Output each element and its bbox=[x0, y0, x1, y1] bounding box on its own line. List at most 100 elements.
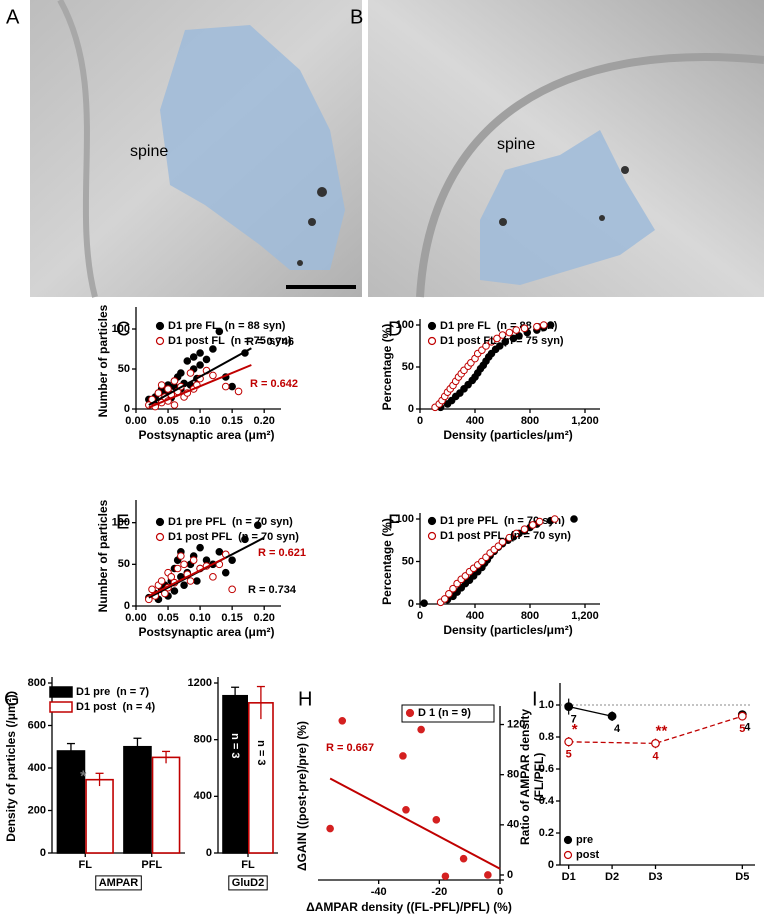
group-box bbox=[228, 875, 268, 891]
y-tick-label: 0 bbox=[206, 847, 212, 859]
point bbox=[209, 371, 217, 380]
point bbox=[148, 585, 156, 594]
point bbox=[445, 590, 453, 598]
y-tick-label: 0.4 bbox=[539, 795, 555, 807]
x-tick-label: 1,200 bbox=[571, 610, 599, 622]
point bbox=[651, 739, 660, 748]
point bbox=[539, 321, 548, 329]
legend-label: D1 pre (n = 7) bbox=[76, 686, 149, 698]
fit-label: R = 0.734 bbox=[248, 584, 297, 596]
point bbox=[193, 577, 201, 585]
membrane bbox=[416, 53, 764, 298]
panel-label: H bbox=[298, 688, 312, 710]
fit-line bbox=[329, 777, 501, 870]
x-tick-label: 0 bbox=[497, 886, 503, 898]
x-tick-label: 0.15 bbox=[221, 415, 242, 427]
legend-marker bbox=[427, 336, 437, 346]
y-tick-label: 120 bbox=[507, 718, 525, 730]
y-axis-title: Number of particles bbox=[96, 499, 110, 612]
point bbox=[177, 552, 185, 560]
fit-label: R = 0.621 bbox=[258, 547, 306, 559]
y-tick-label: 0 bbox=[408, 598, 414, 610]
group-label: GluD2 bbox=[232, 877, 264, 889]
fit-label: R = 0.667 bbox=[326, 742, 374, 754]
significance: ** bbox=[656, 722, 668, 739]
legend-label: post bbox=[576, 849, 600, 861]
point bbox=[180, 581, 188, 589]
y-tick-label: 400 bbox=[28, 762, 46, 774]
y-tick-label: 50 bbox=[118, 558, 130, 570]
panel-label: B bbox=[350, 6, 363, 28]
legend-label: D1 post PFL (n = 70 syn) bbox=[168, 531, 299, 543]
point bbox=[338, 716, 347, 725]
point bbox=[215, 548, 224, 556]
panel-label: I bbox=[532, 688, 538, 710]
y-tick-label: 0.8 bbox=[539, 731, 554, 743]
n-label: 5 bbox=[739, 723, 745, 735]
x-axis-title: Density (particles/μm²) bbox=[443, 623, 572, 637]
y-tick-label: 0 bbox=[124, 600, 130, 612]
point bbox=[512, 529, 521, 538]
legend-label: D1 pre FL (n = 88 syn) bbox=[168, 320, 286, 332]
point bbox=[209, 573, 217, 581]
n-label: 4 bbox=[744, 722, 751, 734]
legend-label: D1 pre PFL (n = 70 syn) bbox=[168, 516, 293, 528]
y-tick-label: 50 bbox=[402, 555, 414, 567]
bar bbox=[151, 756, 181, 854]
group-box bbox=[95, 875, 142, 891]
n-label: n = 3 bbox=[255, 740, 267, 765]
point bbox=[528, 521, 537, 529]
y-tick-label: 400 bbox=[194, 790, 212, 802]
point bbox=[183, 357, 192, 365]
y-tick-label: 100 bbox=[112, 323, 130, 335]
n-label: 5 bbox=[566, 749, 572, 761]
legend-label: D1 post FL (n = 75 syn) bbox=[440, 335, 564, 347]
y-tick-label: 0 bbox=[548, 859, 554, 871]
point bbox=[449, 584, 457, 593]
point bbox=[196, 543, 204, 552]
legend-marker bbox=[155, 532, 165, 542]
y-axis-title: Number of particles bbox=[96, 304, 110, 417]
panel-label: A bbox=[6, 6, 20, 28]
point bbox=[170, 401, 179, 409]
x-tick-label: FL bbox=[79, 859, 93, 871]
y-tick-label: 0.2 bbox=[539, 827, 554, 839]
significance: * bbox=[80, 769, 87, 786]
y-tick-label: 50 bbox=[118, 363, 130, 375]
legend-marker bbox=[155, 517, 165, 527]
x-tick-label: 0.05 bbox=[157, 415, 178, 427]
point bbox=[501, 338, 510, 346]
point bbox=[170, 587, 179, 595]
x-tick-label: 0.00 bbox=[125, 415, 146, 427]
point bbox=[484, 871, 492, 879]
legend-label: D1 pre PFL (n = 70 syn) bbox=[440, 515, 565, 527]
x-tick-label: 0.00 bbox=[125, 612, 146, 624]
point bbox=[228, 585, 236, 594]
point bbox=[498, 331, 507, 339]
point bbox=[164, 385, 172, 393]
legend-marker bbox=[427, 321, 437, 331]
point bbox=[482, 342, 490, 350]
y-tick-label: 200 bbox=[28, 804, 46, 816]
point bbox=[520, 324, 529, 333]
point bbox=[441, 872, 450, 881]
n-label: 4 bbox=[652, 750, 659, 762]
point bbox=[520, 525, 529, 534]
y-tick-label: 0 bbox=[124, 403, 130, 415]
point bbox=[228, 556, 236, 564]
bar bbox=[85, 778, 114, 854]
y-tick-label: 0 bbox=[408, 403, 414, 415]
point bbox=[186, 369, 195, 377]
point bbox=[221, 382, 230, 391]
y-tick-label: 0 bbox=[507, 869, 513, 881]
n-label: 7 bbox=[571, 714, 577, 726]
y-tick-label: 100 bbox=[396, 513, 414, 525]
legend-label: D 1 (n = 9) bbox=[418, 707, 471, 719]
x-tick-label: -40 bbox=[371, 886, 387, 898]
point bbox=[154, 389, 163, 397]
point bbox=[189, 353, 198, 361]
y-axis-title: Ratio of AMPAR density bbox=[518, 709, 532, 845]
x-tick-label: D2 bbox=[605, 871, 619, 883]
bar bbox=[248, 702, 274, 854]
